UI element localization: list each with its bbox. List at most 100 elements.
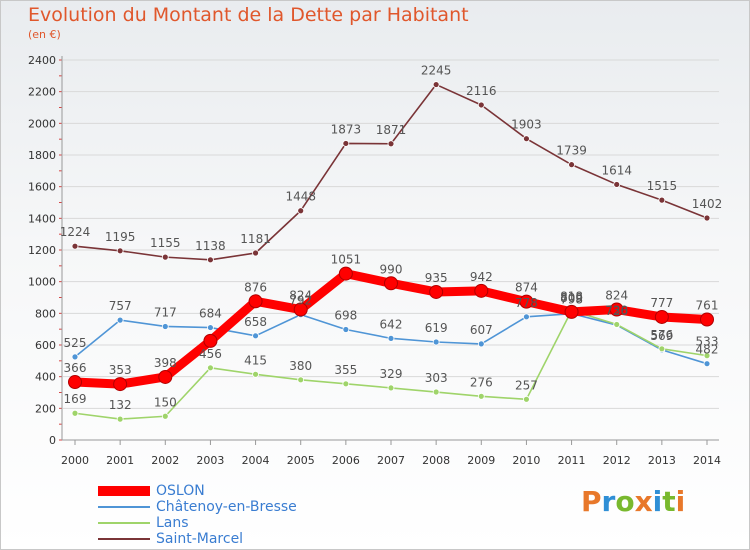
data-label: 1871 xyxy=(376,123,407,137)
data-label: 1195 xyxy=(105,230,136,244)
data-point xyxy=(564,304,579,319)
logo-letter: r xyxy=(601,485,616,518)
data-label: 874 xyxy=(515,281,538,295)
data-label: 642 xyxy=(380,317,403,331)
data-label: 619 xyxy=(425,321,448,335)
logo-letter: o xyxy=(615,485,635,518)
data-point xyxy=(161,412,169,420)
data-point xyxy=(432,338,440,346)
x-tick-label: 2010 xyxy=(512,454,540,467)
data-label: 456 xyxy=(199,347,222,361)
data-point xyxy=(387,384,395,392)
legend-swatch xyxy=(98,522,150,524)
x-tick-label: 2014 xyxy=(693,454,721,467)
data-label: 726 xyxy=(605,304,628,318)
data-point xyxy=(252,370,259,378)
data-point xyxy=(432,81,440,88)
data-label: 1051 xyxy=(331,253,362,267)
data-label: 398 xyxy=(154,356,177,370)
y-tick-label: 1400 xyxy=(28,212,56,225)
data-label: 717 xyxy=(154,305,177,319)
data-label: 2116 xyxy=(466,84,497,98)
data-label: 1448 xyxy=(285,190,316,204)
data-label: 730 xyxy=(605,303,628,317)
data-label: 757 xyxy=(109,299,132,313)
y-tick-label: 1800 xyxy=(28,149,56,162)
data-label: 303 xyxy=(425,371,448,385)
x-tick-label: 2013 xyxy=(648,454,676,467)
legend-swatch xyxy=(98,506,150,508)
data-label: 942 xyxy=(470,270,493,284)
data-label: 355 xyxy=(334,363,357,377)
y-tick-label: 200 xyxy=(35,402,56,415)
data-label: 778 xyxy=(515,296,538,310)
x-tick-label: 2002 xyxy=(151,454,179,467)
data-label: 1155 xyxy=(150,236,181,250)
legend: OSLON Châtenoy-en-Bresse Lans Saint-Marcel xyxy=(98,483,297,547)
x-tick-label: 2006 xyxy=(332,454,360,467)
data-point xyxy=(71,353,79,361)
data-label: 818 xyxy=(560,289,583,303)
logo-letter: x xyxy=(634,485,653,518)
data-point xyxy=(519,294,534,309)
data-label: 353 xyxy=(109,363,132,377)
data-point xyxy=(338,266,353,281)
x-tick-label: 2009 xyxy=(467,454,495,467)
series xyxy=(68,81,714,423)
data-point xyxy=(387,334,395,342)
logo-letter: P xyxy=(581,485,602,518)
data-label: 1224 xyxy=(60,225,91,239)
data-label: 132 xyxy=(109,398,132,412)
y-tick-label: 1000 xyxy=(28,276,56,289)
data-label: 329 xyxy=(380,367,403,381)
data-label: 257 xyxy=(515,378,538,392)
data-point xyxy=(568,161,575,169)
x-tick-label: 2004 xyxy=(242,454,270,467)
y-tick-label: 800 xyxy=(35,307,56,320)
data-point xyxy=(293,302,308,317)
y-tick-label: 2000 xyxy=(28,117,56,130)
data-label: 684 xyxy=(199,307,222,321)
logo-letter: i xyxy=(675,485,686,518)
data-point xyxy=(429,284,444,299)
data-point xyxy=(71,409,79,417)
data-point xyxy=(71,242,79,250)
data-label: 1138 xyxy=(195,239,226,253)
data-point xyxy=(342,140,350,147)
x-tick-label: 2000 xyxy=(61,454,89,467)
data-point xyxy=(523,135,530,143)
x-tick-label: 2008 xyxy=(422,454,450,467)
data-point xyxy=(161,323,169,330)
data-label: 990 xyxy=(380,262,403,276)
data-label: 1402 xyxy=(692,197,723,211)
legend-swatch xyxy=(98,538,150,540)
data-label: 533 xyxy=(696,335,719,349)
data-label: 876 xyxy=(244,280,267,294)
data-point xyxy=(384,276,398,291)
legend-swatch xyxy=(98,486,150,496)
data-label: 1515 xyxy=(647,179,678,193)
data-point xyxy=(161,253,169,261)
data-label: 1614 xyxy=(601,163,632,177)
data-point xyxy=(609,302,624,317)
legend-label: Saint-Marcel xyxy=(156,531,244,547)
data-label: 798 xyxy=(560,293,583,307)
data-label: 935 xyxy=(425,271,448,285)
data-label: 576 xyxy=(650,328,673,342)
data-label: 607 xyxy=(470,323,493,337)
data-label: 761 xyxy=(696,299,719,313)
data-label: 366 xyxy=(64,361,87,375)
x-tick-label: 2001 xyxy=(106,454,134,467)
data-point xyxy=(203,333,218,348)
chart-title: Evolution du Montant de la Dette par Hab… xyxy=(28,4,469,26)
y-tick-label: 2200 xyxy=(28,86,56,99)
data-label: 809 xyxy=(560,291,583,305)
data-label: 569 xyxy=(650,329,673,343)
legend-item-saint-marcel: Saint-Marcel xyxy=(98,531,297,547)
data-label: 792 xyxy=(289,294,312,308)
data-label: 276 xyxy=(470,375,493,389)
data-label: 824 xyxy=(289,289,312,303)
data-point xyxy=(207,364,214,372)
y-tick-label: 1600 xyxy=(28,181,56,194)
